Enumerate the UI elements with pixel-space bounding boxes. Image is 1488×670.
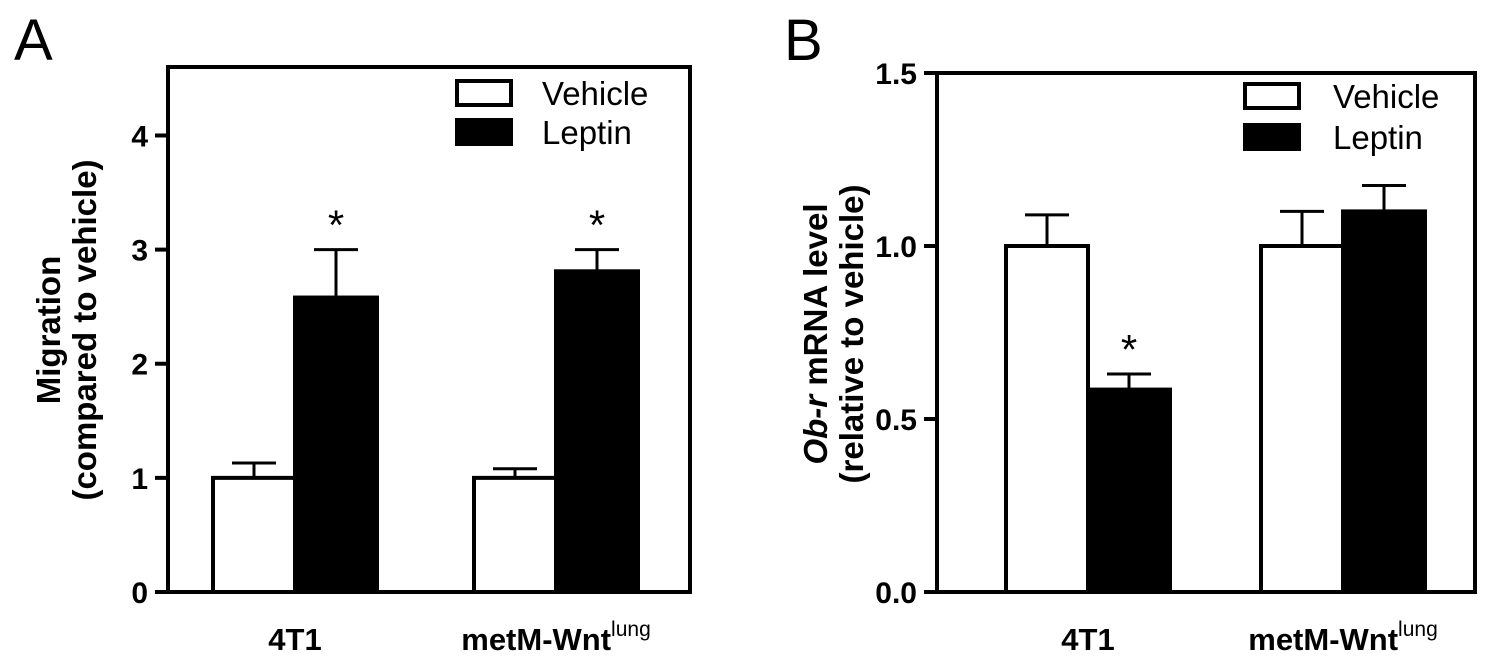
panel-b-legend-label-leptin: Leptin [1333,119,1423,156]
panel-b-ylabel-italic: Ob-r [797,393,834,465]
panel-a-significance-0: * [328,202,344,249]
panel-b-letter: B [784,8,823,73]
panel-b-ytick-label-0: 0.0 [875,577,917,610]
panel-b-legend-swatch-leptin [1243,123,1301,151]
panel-a: A Migration (compared to vehicle) * 4T1 * metM… [14,8,692,657]
panel-a-ytick-label-3: 3 [131,235,148,268]
panel-a-ylabel: Migration (compared to vehicle) [30,159,103,500]
panel-b-category-main-1: metM-Wnt [1248,622,1398,657]
panel-a-axes-frame [166,65,692,594]
panel-a-ytick-label-4: 4 [131,120,148,153]
panel-b-ylabel-line2: (relative to vehicle) [833,185,870,484]
panel-a-legend-label-vehicle: Vehicle [542,75,648,112]
panel-a-category-label-1: metM-Wntlung [461,618,651,657]
panel-a-category-sup-1: lung [611,618,651,641]
panel-b-ytick-label-1: 0.5 [875,404,917,437]
panel-b-ylabel-line1: Ob-r mRNA level [797,203,834,464]
panel-a-legend-swatch-vehicle [455,79,513,107]
panel-a-category-label-0: 4T1 [268,622,321,657]
panel-a-significance-1: * [589,202,605,249]
panel-b-ylabel-rest: mRNA level [797,203,834,394]
panel-a-bar-vehicle-1 [472,475,558,594]
panel-a-legend-label-leptin: Leptin [542,114,632,151]
panel-a-ylabel-line2: (compared to vehicle) [66,159,103,500]
panel-a-bar-leptin-0 [293,295,379,594]
panel-b-ytick-label-3: 1.5 [875,58,917,91]
panel-b-ytick-label-2: 1.0 [875,231,917,264]
panel-b-category-main-0: 4T1 [1061,622,1114,657]
panel-b-category-sup-1: lung [1398,618,1438,641]
panel-b-legend-label-vehicle: Vehicle [1333,78,1439,115]
panel-a-category-main-0: 4T1 [268,622,321,657]
panel-b-legend-swatch-vehicle [1243,82,1301,110]
panel-a-ytick-label-2: 2 [131,349,148,382]
panel-a-letter: A [14,8,53,73]
panel-b: B Ob-r mRNA level (relative to vehicle) * 4T… [784,8,1477,657]
panel-b-category-label-1: metM-Wntlung [1248,618,1438,657]
panel-b-bar-leptin-1 [1341,209,1427,594]
panel-a-category-main-1: metM-Wnt [461,622,611,657]
panel-a-legend-swatch-leptin [455,118,513,146]
panel-b-significance-0: * [1121,326,1137,373]
panel-b-axes-frame [935,71,1477,594]
panel-b-ylabel: Ob-r mRNA level (relative to vehicle) [797,185,870,484]
panel-a-bar-leptin-1 [554,269,640,594]
panel-b-legend: Vehicle Leptin [1243,78,1439,156]
panel-a-ylabel-line1: Migration [30,256,67,404]
panel-a-ytick-label-0: 0 [131,577,148,610]
panel-b-bar-vehicle-0 [1004,244,1090,594]
panel-b-bar-vehicle-1 [1259,244,1345,594]
panel-b-category-label-0: 4T1 [1061,622,1114,657]
panel-a-bar-vehicle-0 [211,475,297,594]
panel-a-ytick-label-1: 1 [131,463,148,496]
panel-b-bar-leptin-0 [1086,387,1172,594]
